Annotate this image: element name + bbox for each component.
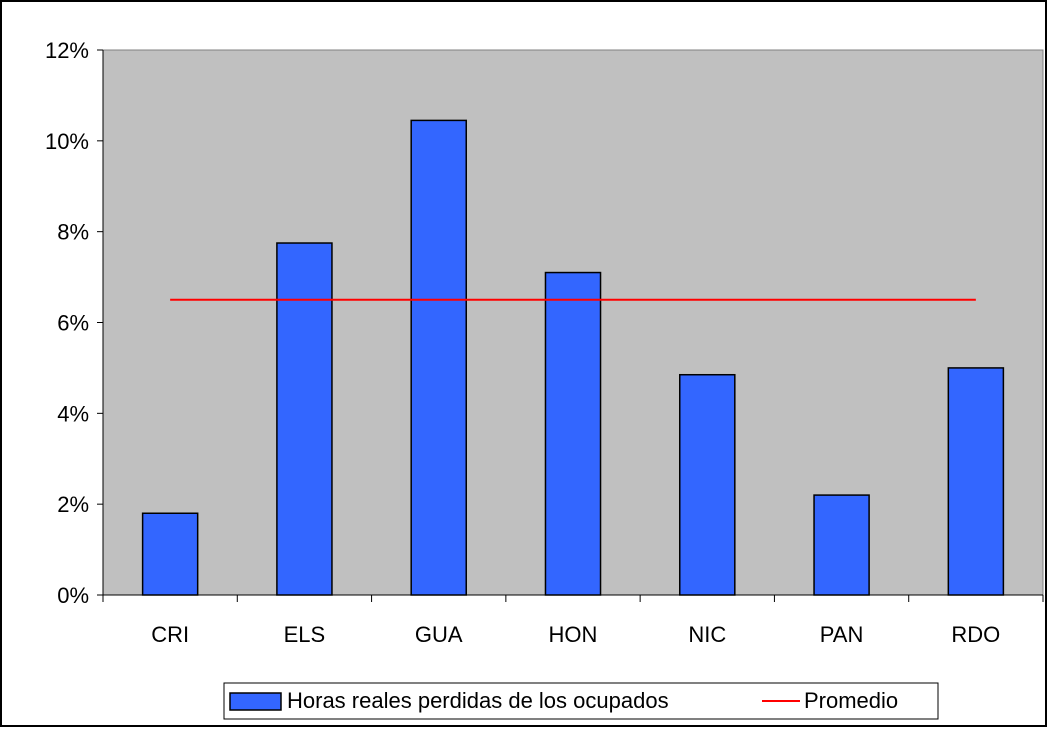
x-tick-label: HON [549, 622, 598, 647]
bar-cri [141, 512, 199, 596]
x-axis-labels: CRI ELS GUA HON NIC PAN RDO [151, 622, 1000, 647]
legend: Horas reales perdidas de los ocupados Pr… [223, 682, 939, 720]
y-tick-label: 4% [57, 401, 89, 426]
x-tick-label: PAN [820, 622, 864, 647]
y-tick-label: 12% [45, 38, 89, 63]
y-tick-label: 0% [57, 583, 89, 608]
legend-box [223, 682, 939, 720]
bar-series [141, 119, 1005, 596]
bar-gua [410, 119, 467, 596]
legend-bar-swatch [229, 692, 282, 711]
x-tick-label: GUA [415, 622, 463, 647]
legend-bar-label: Horas reales perdidas de los ocupados [287, 688, 669, 713]
legend-line-label: Promedio [804, 688, 898, 713]
bar-hon [544, 271, 602, 596]
y-tick-label: 2% [57, 492, 89, 517]
x-tick-label: ELS [284, 622, 326, 647]
y-tick-label: 8% [57, 220, 89, 245]
y-tick-label: 6% [57, 311, 89, 336]
bar-nic [679, 373, 736, 596]
axis-ticks [97, 49, 1044, 602]
y-tick-label: 10% [45, 129, 89, 154]
bar-pan [813, 494, 870, 596]
y-axis-labels: 0% 2% 4% 6% 8% 10% 12% [45, 38, 89, 608]
x-tick-label: RDO [951, 622, 1000, 647]
x-tick-label: NIC [688, 622, 726, 647]
bar-els [276, 242, 333, 596]
x-tick-label: CRI [151, 622, 189, 647]
bar-rdo [947, 367, 1005, 596]
